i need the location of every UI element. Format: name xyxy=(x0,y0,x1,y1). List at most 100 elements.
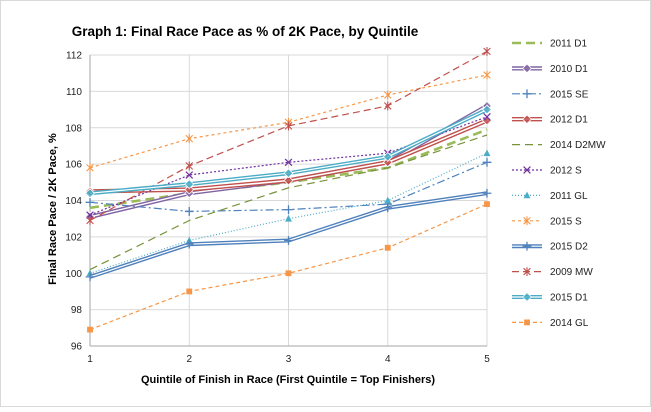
data-point xyxy=(284,205,293,214)
data-point xyxy=(184,179,195,190)
legend-label: 2011 D1 xyxy=(550,39,588,50)
series-2009-mw xyxy=(86,46,491,225)
series-line xyxy=(89,203,488,331)
legend-marker xyxy=(522,63,532,74)
data-point xyxy=(382,157,393,168)
y-tick-label: 100 xyxy=(65,269,82,280)
data-point xyxy=(384,196,392,204)
data-point xyxy=(185,134,194,144)
data-point xyxy=(184,184,195,195)
data-point xyxy=(382,151,393,162)
data-point xyxy=(484,201,490,208)
data-point xyxy=(482,188,492,198)
legend-entry: 2015 S xyxy=(512,216,582,227)
legend-label: 2015 D2 xyxy=(550,242,588,253)
data-point xyxy=(383,203,393,213)
legend-label: 2012 S xyxy=(550,166,582,177)
data-point xyxy=(86,211,94,219)
legend-entry: 2011 GL xyxy=(512,191,588,202)
y-tick-label: 102 xyxy=(65,232,82,243)
y-tick-label: 108 xyxy=(65,123,82,134)
y-axis-label: Final Race Pace / 2K Pace, % xyxy=(47,133,59,285)
legend-marker xyxy=(522,292,532,302)
series-group xyxy=(85,46,492,333)
series-2015-d1 xyxy=(85,104,492,199)
data-point xyxy=(384,244,391,251)
x-tick-label: 3 xyxy=(286,354,292,365)
legend: 2011 D1 2010 D1 2015 SE 2012 D1 2014 D2MW 201… xyxy=(512,39,606,329)
data-point xyxy=(86,163,94,173)
y-tick-label: 96 xyxy=(71,342,83,353)
legend-marker xyxy=(522,241,532,251)
y-tick-label: 112 xyxy=(66,51,82,62)
legend-label: 2015 D1 xyxy=(550,293,588,304)
data-point xyxy=(285,270,292,277)
legend-label: 2009 MW xyxy=(550,267,593,278)
data-point xyxy=(185,171,194,179)
y-tick-label: 110 xyxy=(66,87,82,98)
data-point xyxy=(383,90,392,100)
legend-entry: 2012 S xyxy=(512,166,582,177)
data-point xyxy=(185,161,194,171)
data-point xyxy=(283,175,294,186)
legend-entry: 2014 GL xyxy=(512,318,589,329)
data-point xyxy=(284,121,293,131)
data-point xyxy=(186,288,193,295)
legend-entry: 2011 D1 xyxy=(512,39,588,50)
data-point xyxy=(285,214,292,222)
y-tick-label: 98 xyxy=(71,305,83,316)
series-2014-d2mw xyxy=(89,134,488,271)
legend-marker xyxy=(522,114,532,125)
data-point xyxy=(86,216,94,225)
data-point xyxy=(283,168,294,179)
data-point xyxy=(482,157,492,167)
data-point xyxy=(184,207,194,216)
data-point xyxy=(85,188,95,199)
legend-entry: 2015 D2 xyxy=(512,242,588,253)
series-2015-se xyxy=(85,157,492,216)
legend-label: 2014 GL xyxy=(550,318,589,329)
legend-entry: 2015 SE xyxy=(512,89,589,100)
legend-entry: 2014 D2MW xyxy=(512,140,606,151)
data-point xyxy=(87,326,93,333)
legend-label: 2015 S xyxy=(550,216,582,227)
legend-marker xyxy=(523,166,531,174)
series-line xyxy=(89,134,488,271)
data-point xyxy=(483,70,491,80)
x-tick-label: 2 xyxy=(186,354,192,365)
legend-label: 2010 D1 xyxy=(550,64,588,75)
legend-label: 2012 D1 xyxy=(550,115,588,126)
x-tick-label: 4 xyxy=(385,354,391,365)
legend-marker xyxy=(523,267,531,276)
series-line xyxy=(89,152,488,274)
data-point xyxy=(85,197,95,207)
data-point xyxy=(483,46,491,56)
legend-marker xyxy=(523,216,531,226)
x-tick-label: 1 xyxy=(87,354,93,365)
legend-entry: 2009 MW xyxy=(512,267,593,278)
chart-title: Graph 1: Final Race Pace as % of 2K Pace… xyxy=(72,24,419,39)
legend-marker xyxy=(522,89,532,99)
x-tick-label: 5 xyxy=(484,354,490,365)
data-point xyxy=(85,272,95,282)
data-point xyxy=(284,158,293,167)
y-tick-label: 104 xyxy=(65,196,82,207)
legend-label: 2014 D2MW xyxy=(550,140,606,151)
series-2015-d2 xyxy=(85,188,492,282)
legend-entry: 2010 D1 xyxy=(512,63,588,75)
x-axis-label: Quintile of Finish in Race (First Quinti… xyxy=(141,374,435,386)
data-point xyxy=(184,239,194,249)
legend-marker xyxy=(524,319,530,326)
legend-label: 2015 SE xyxy=(550,89,589,100)
legend-marker xyxy=(523,191,531,199)
data-point xyxy=(383,101,392,111)
legend-entry: 2015 D1 xyxy=(512,292,588,304)
data-point xyxy=(483,113,491,121)
data-point xyxy=(482,104,492,115)
tick-labels: 96 98 100 102 104 106 108 110 112 1 2 3 4 5 xyxy=(65,51,490,366)
series-2014-gl xyxy=(87,201,490,333)
data-point xyxy=(284,236,293,245)
y-tick-label: 106 xyxy=(65,160,82,171)
